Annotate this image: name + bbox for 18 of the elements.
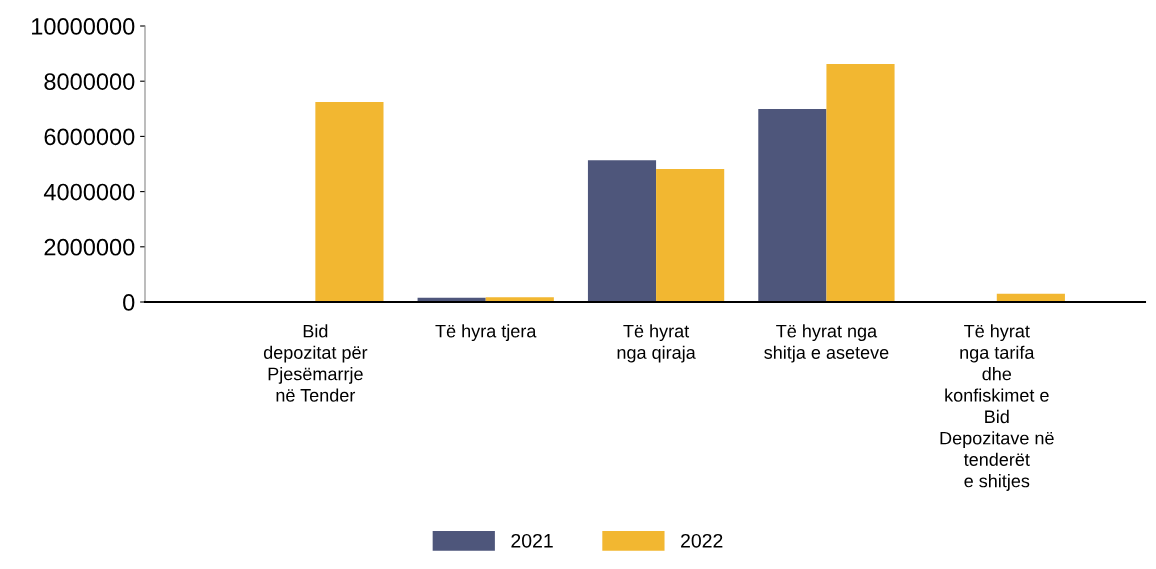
x-tick-label: Bid depozitat për Pjesëmarrje në Tender: [263, 324, 368, 402]
bar: [587, 160, 657, 302]
legend-label: 2021: [511, 533, 553, 548]
x-tick-label: Të hyrat nga shitja e aseteve: [764, 324, 889, 363]
legend-label: 2022: [681, 533, 723, 548]
x-tick-label: Të hyrat nga tarifa dhe konfiskimet e Bid Depozitave në tenderët e shitjes: [940, 324, 1054, 491]
y-tick-label: 2000000: [44, 238, 135, 256]
bar: [315, 101, 384, 302]
y-tick-label: 6000000: [44, 128, 135, 146]
y-tick-label: 0: [123, 294, 135, 311]
x-tick-label: Të hyra tjera: [435, 324, 537, 342]
bar: [826, 64, 895, 302]
y-tick-label: 8000000: [44, 73, 135, 90]
y-tick-label: 10000000: [32, 18, 135, 35]
y-tick-label: 4000000: [43, 183, 135, 201]
x-tick-label: Të hyrat nga qiraja: [617, 324, 696, 363]
bar: [758, 109, 827, 302]
bar: [656, 168, 725, 302]
